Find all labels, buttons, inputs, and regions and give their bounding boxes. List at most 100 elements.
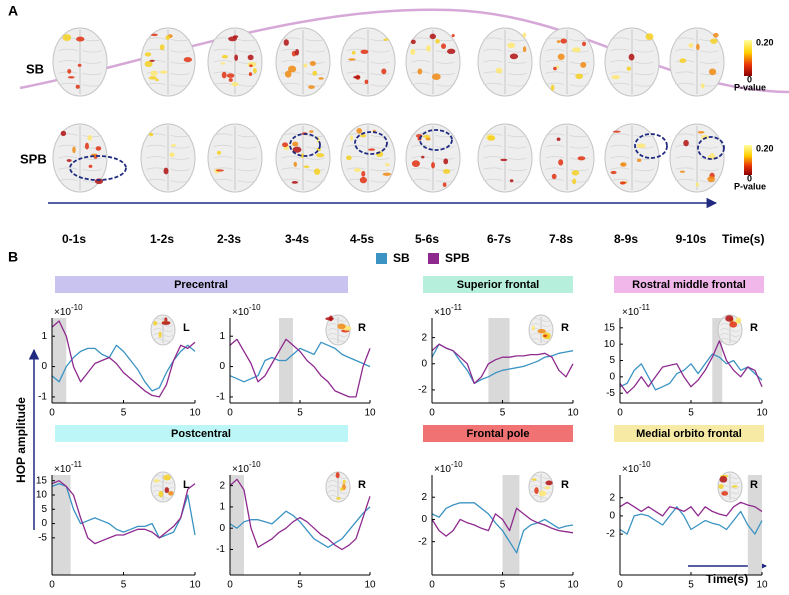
group-header: [423, 425, 573, 442]
brain-gyrus: [545, 48, 589, 53]
highlight-ring: [697, 136, 725, 160]
scale-base: ×10: [232, 307, 249, 318]
colorbar: [744, 40, 752, 76]
scale-exponent: -10: [249, 460, 261, 469]
brain: [604, 123, 660, 193]
brain-gyrus: [328, 480, 348, 484]
brain-gyrus: [483, 82, 527, 87]
brain-gyrus: [675, 48, 719, 53]
activation: [309, 60, 316, 67]
activation: [283, 39, 289, 46]
brain-gyrus: [146, 133, 190, 138]
brain-gyrus: [213, 167, 257, 172]
scale-label: ×10-10: [232, 460, 261, 475]
x-tick-label: 5: [688, 408, 694, 419]
colorbar-title: P-value: [734, 82, 766, 92]
activation: [153, 479, 160, 483]
brain-gyrus: [675, 37, 719, 42]
activation: [556, 40, 561, 43]
brain-gyrus: [545, 133, 589, 138]
activation: [364, 79, 369, 85]
x-tick-label: 5: [688, 580, 694, 590]
brain-gyrus: [483, 167, 527, 172]
panel-label: A: [8, 3, 18, 19]
y-tick-label: 0: [41, 518, 47, 529]
group-title: Medial orbito frontal: [636, 428, 742, 440]
activation: [165, 35, 171, 40]
brain: [325, 471, 351, 503]
activation: [66, 159, 72, 162]
time-label: 3-4s: [285, 232, 309, 246]
brain: [140, 27, 196, 97]
activation: [729, 321, 738, 328]
brain-gyrus: [58, 133, 102, 138]
x-tick-label: 0: [617, 580, 623, 590]
highlight-band: [712, 318, 723, 403]
legend-label: SPB: [445, 251, 470, 265]
brain: [340, 27, 396, 97]
brain-gyrus: [610, 133, 654, 138]
highlight-ring: [634, 133, 668, 159]
activation: [291, 181, 299, 184]
colorbar: [744, 145, 752, 175]
activation: [721, 491, 729, 496]
activation: [163, 167, 169, 175]
y-tick-label: 0: [219, 523, 225, 534]
brain-gyrus: [531, 495, 551, 499]
group-title: Superior frontal: [457, 279, 540, 291]
activation: [410, 39, 416, 45]
line-chart: L -5 0 5 10 15 0 5 10 ×10-11: [36, 460, 201, 591]
activation: [221, 54, 228, 59]
brain: [207, 27, 263, 97]
x-tick-label: 10: [364, 580, 376, 590]
x-tick-label: 5: [500, 408, 506, 419]
series-line: [229, 506, 371, 548]
time-label: 6-7s: [487, 232, 511, 246]
series-line: [229, 478, 371, 551]
activation: [696, 43, 700, 51]
brain-gyrus: [58, 167, 102, 172]
x-tick-label: 5: [297, 580, 303, 590]
brain-gyrus: [720, 490, 740, 494]
activation: [215, 169, 224, 172]
activation: [148, 76, 158, 80]
brain-gyrus: [146, 48, 190, 53]
brain-gyrus: [411, 82, 455, 87]
activation: [231, 81, 239, 87]
activation: [560, 38, 567, 44]
activation: [636, 143, 646, 148]
group-header: [423, 276, 573, 293]
brain-gyrus: [146, 144, 190, 149]
scale-exponent: -11: [71, 460, 83, 469]
activation: [443, 168, 451, 174]
y-tick-label: -1: [216, 544, 225, 555]
brain-gyrus: [281, 178, 325, 183]
activation: [292, 146, 302, 153]
y-tick-label: 2: [219, 480, 225, 491]
activation: [383, 38, 389, 41]
brain-gyrus: [610, 167, 654, 172]
x-tick-label: 0: [227, 580, 233, 590]
activation: [558, 159, 564, 166]
activation: [60, 130, 67, 137]
brain: [717, 471, 743, 503]
activation: [500, 158, 508, 162]
brain-gyrus: [146, 156, 190, 160]
brain-gyrus: [213, 144, 257, 149]
hemisphere-label: R: [561, 322, 569, 334]
activation: [572, 178, 577, 185]
activation: [381, 68, 387, 75]
y-tick-label: 15: [604, 322, 616, 333]
activation: [300, 153, 304, 159]
group-title: Precentral: [174, 279, 228, 291]
activation: [77, 63, 82, 67]
series-line: [619, 340, 763, 394]
activation: [610, 170, 617, 175]
activation: [228, 78, 233, 82]
x-tick-label: 10: [364, 408, 376, 419]
activation: [252, 67, 257, 74]
brain-gyrus: [346, 60, 390, 64]
activation: [284, 70, 292, 78]
activation: [155, 78, 160, 82]
brain-gyrus: [483, 178, 527, 183]
